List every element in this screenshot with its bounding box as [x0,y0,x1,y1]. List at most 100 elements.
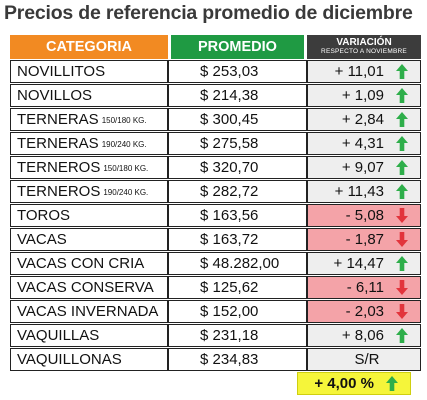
table-row: VACAS $ 163,72 - 1,87 [10,228,421,251]
row-category-weight: 150/180 KG. [101,116,147,125]
row-variation: S/R [307,348,421,371]
row-category: TOROS [10,204,168,227]
row-variation-value: S/R [354,351,380,368]
up-arrow-icon [396,88,408,103]
row-category: NOVILLOS [10,84,168,107]
table-row: TOROS $ 163,56 - 5,08 [10,204,421,227]
row-variation: - 5,08 [307,204,421,227]
up-arrow-icon [386,376,398,391]
row-category-name: TERNEROS [17,159,101,176]
row-variation-value: - 6,11 [346,279,384,296]
total-variation: + 4,00 % [297,372,411,395]
row-category: VACAS INVERNADA [10,300,168,323]
row-variation-value: - 1,87 [345,231,384,248]
down-arrow-icon [396,232,408,247]
row-variation-value: + 4,31 [341,135,384,152]
table-row: TERNEROS 150/180 KG. $ 320,70 + 9,07 [10,156,421,179]
header-categoria: CATEGORIA [10,35,168,59]
table-row: VACAS INVERNADA $ 152,00 - 2,03 [10,300,421,323]
row-price: $ 282,72 [168,180,307,203]
row-price: $ 125,62 [168,276,307,299]
header-variacion-sub: RESPECTO A NOVIEMBRE [321,48,407,56]
up-arrow-icon [396,160,408,175]
row-variation-value: + 8,06 [341,327,384,344]
row-variation-value: + 9,07 [341,159,384,176]
row-category: NOVILLITOS [10,60,168,83]
row-category: TERNEROS 150/180 KG. [10,156,168,179]
row-price: $ 163,56 [168,204,307,227]
row-variation: - 1,87 [307,228,421,251]
row-variation: + 1,09 [307,84,421,107]
row-category: TERNERAS 150/180 KG. [10,108,168,131]
row-category-name: VACAS INVERNADA [17,303,159,320]
table-row: TERNERAS 190/240 KG. $ 275,58 + 4,31 [10,132,421,155]
table-row: TERNEROS 190/240 KG. $ 282,72 + 11,43 [10,180,421,203]
row-price: $ 152,00 [168,300,307,323]
row-variation-value: + 2,84 [341,111,384,128]
row-price: $ 320,70 [168,156,307,179]
row-variation: + 9,07 [307,156,421,179]
row-variation: + 11,43 [307,180,421,203]
row-category-name: VACAS CONSERVA [17,279,154,296]
table-row: NOVILLOS $ 214,38 + 1,09 [10,84,421,107]
row-variation: + 11,01 [307,60,421,83]
row-category: VACAS CONSERVA [10,276,168,299]
up-arrow-icon [396,256,408,271]
up-arrow-icon [396,136,408,151]
row-variation-value: - 2,03 [345,303,384,320]
row-variation: + 2,84 [307,108,421,131]
row-category-name: VAQUILLONAS [17,351,122,368]
row-price: $ 253,03 [168,60,307,83]
row-category-name: TOROS [17,207,71,224]
row-variation: - 6,11 [307,276,421,299]
row-category: VAQUILLAS [10,324,168,347]
row-category-weight: 150/180 KG. [103,164,149,173]
row-category-name: TERNERAS [17,135,99,152]
row-category-name: NOVILLOS [17,87,93,104]
row-category: VACAS [10,228,168,251]
table-row: VAQUILLAS $ 231,18 + 8,06 [10,324,421,347]
row-variation: + 8,06 [307,324,421,347]
total-variation-value: + 4,00 % [314,375,374,392]
up-arrow-icon [396,112,408,127]
down-arrow-icon [396,208,408,223]
down-arrow-icon [396,280,408,295]
row-category-name: TERNEROS [17,183,101,200]
row-category-name: VACAS CON CRIA [17,255,145,272]
down-arrow-icon [396,304,408,319]
header-variacion: VARIACIÓN RESPECTO A NOVIEMBRE [307,35,421,59]
up-arrow-icon [396,328,408,343]
row-variation-value: + 14,47 [333,255,384,272]
row-price: $ 275,58 [168,132,307,155]
row-category-name: VACAS [17,231,67,248]
header-promedio: PROMEDIO [171,35,304,59]
row-category-weight: 190/240 KG. [101,140,147,149]
header-variacion-label: VARIACIÓN [336,37,392,49]
row-category-name: TERNERAS [17,111,99,128]
row-price: $ 163,72 [168,228,307,251]
row-price: $ 231,18 [168,324,307,347]
row-variation-value: + 11,01 [334,63,384,80]
row-price: $ 48.282,00 [168,252,307,275]
row-category: VACAS CON CRIA [10,252,168,275]
row-category-name: NOVILLITOS [17,63,106,80]
row-variation: + 14,47 [307,252,421,275]
row-variation-value: - 5,08 [345,207,384,224]
table-row: NOVILLITOS $ 253,03 + 11,01 [10,60,421,83]
price-table: CATEGORIA PROMEDIO VARIACIÓN RESPECTO A … [10,35,421,371]
row-category: TERNERAS 190/240 KG. [10,132,168,155]
row-price: $ 300,45 [168,108,307,131]
row-category-name: VAQUILLAS [17,327,100,344]
up-arrow-icon [396,64,408,79]
table-row: VACAS CONSERVA $ 125,62 - 6,11 [10,276,421,299]
page-title: Precios de referencia promedio de diciem… [4,2,413,24]
up-arrow-icon [396,184,408,199]
table-row: VAQUILLONAS $ 234,83 S/R [10,348,421,371]
table-row: VACAS CON CRIA $ 48.282,00 + 14,47 [10,252,421,275]
row-price: $ 234,83 [168,348,307,371]
row-category: TERNEROS 190/240 KG. [10,180,168,203]
row-category-weight: 190/240 KG. [103,188,149,197]
table-header: CATEGORIA PROMEDIO VARIACIÓN RESPECTO A … [10,35,421,59]
row-variation: + 4,31 [307,132,421,155]
row-variation: - 2,03 [307,300,421,323]
